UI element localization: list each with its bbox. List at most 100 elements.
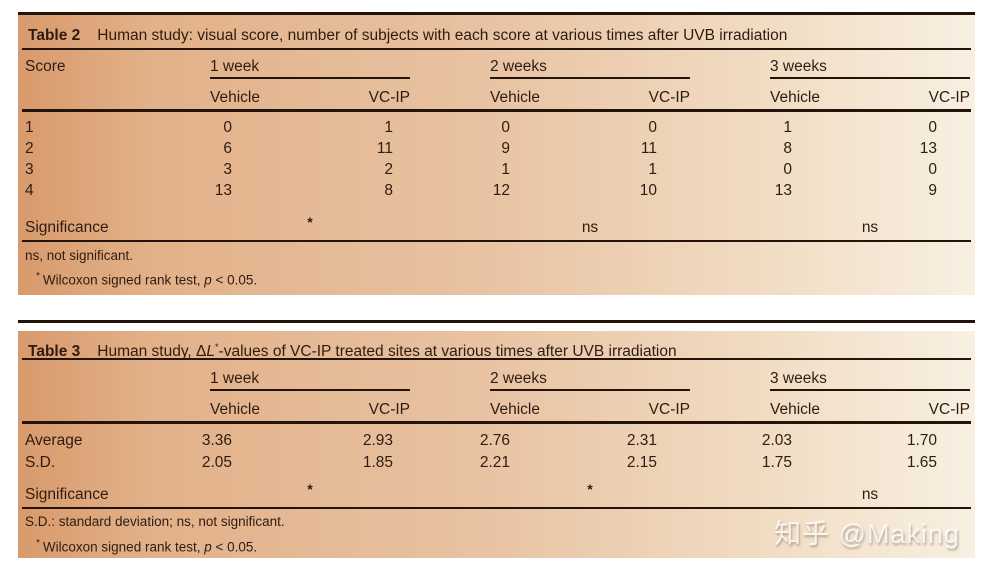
table-caption-sup: * xyxy=(215,342,219,352)
header-rule xyxy=(22,109,971,112)
table-caption: Table 3 Human study, ΔL*-values of VC-IP … xyxy=(28,337,677,362)
significance-label: Significance xyxy=(25,219,109,236)
data-cell: 2.03 xyxy=(761,432,792,449)
significance-label: Significance xyxy=(25,486,109,503)
data-cell: 1.65 xyxy=(906,454,937,471)
data-cell: 1 xyxy=(648,161,657,178)
footnote-text: < 0.05. xyxy=(211,539,258,555)
table-caption: Table 2 Human study: visual score, number… xyxy=(28,26,787,46)
table-top-rule xyxy=(18,320,975,323)
data-cell: 1.75 xyxy=(761,454,792,471)
table-caption-label: Table 3 xyxy=(28,343,81,361)
significance-mark: * xyxy=(307,214,313,230)
watermark: 知乎 @Making xyxy=(774,519,960,549)
subcol-vcip-header: VC-IP xyxy=(368,401,410,418)
data-cell: 8 xyxy=(384,182,393,199)
footnote-2: * Wilcoxon signed rank test, p < 0.05. xyxy=(36,268,257,290)
subcol-vehicle-header: Vehicle xyxy=(770,89,820,106)
significance-mark: ns xyxy=(861,219,879,236)
table-caption-text: Human study, Δ xyxy=(97,343,207,361)
row-label: 1 xyxy=(25,119,34,136)
col-group-underline xyxy=(490,389,690,391)
row-header: Score xyxy=(25,58,66,75)
subcol-vehicle-header: Vehicle xyxy=(490,89,540,106)
significance-mark: ns xyxy=(861,486,879,503)
data-cell: 2.76 xyxy=(479,432,510,449)
col-group-label: 1 week xyxy=(210,58,260,75)
data-cell: 2.21 xyxy=(479,454,510,471)
footnote-text: Wilcoxon signed rank test, xyxy=(42,272,205,288)
table-top-rule xyxy=(18,12,975,15)
footnote-marker: * xyxy=(36,271,40,282)
data-cell: 3.36 xyxy=(201,432,232,449)
row-label: 2 xyxy=(25,140,34,157)
row-label: Average xyxy=(25,432,83,449)
data-cell: 2.93 xyxy=(362,432,393,449)
significance-mark: * xyxy=(307,481,313,497)
row-label: S.D. xyxy=(25,454,56,471)
data-cell: 13 xyxy=(774,182,792,199)
col-group-label: 3 weeks xyxy=(770,370,827,387)
table-block: Table 3 Human study, ΔL*-values of VC-IP … xyxy=(18,331,975,558)
data-cell: 9 xyxy=(501,140,510,157)
data-cell: 6 xyxy=(223,140,232,157)
data-cell: 11 xyxy=(376,140,393,157)
data-cell: 0 xyxy=(783,161,792,178)
subcol-vcip-header: VC-IP xyxy=(928,401,970,418)
subcol-vcip-header: VC-IP xyxy=(648,89,690,106)
data-cell: 1.85 xyxy=(362,454,393,471)
footnote-2: * Wilcoxon signed rank test, p < 0.05. xyxy=(36,535,257,557)
footnote-marker: * xyxy=(36,538,40,549)
subcol-vehicle-header: Vehicle xyxy=(210,89,260,106)
col-group-underline xyxy=(210,77,410,79)
footer-rule xyxy=(22,240,971,242)
data-cell: 0 xyxy=(928,119,937,136)
header-rule xyxy=(22,421,971,424)
col-group-label: 2 weeks xyxy=(490,58,547,75)
col-group-label: 2 weeks xyxy=(490,370,547,387)
data-cell: 8 xyxy=(783,140,792,157)
col-group-label: 1 week xyxy=(210,370,260,387)
row-label: 4 xyxy=(25,182,34,199)
col-group-underline xyxy=(770,389,970,391)
footnote-1: ns, not significant. xyxy=(25,248,134,263)
footnote-text: < 0.05. xyxy=(211,272,258,288)
subcol-vcip-header: VC-IP xyxy=(368,89,410,106)
row-label: 3 xyxy=(25,161,34,178)
footnote-italic: p xyxy=(204,272,212,288)
data-cell: 1 xyxy=(501,161,510,178)
data-cell: 2.05 xyxy=(201,454,232,471)
data-cell: 11 xyxy=(640,140,657,157)
data-cell: 0 xyxy=(928,161,937,178)
data-cell: 13 xyxy=(214,182,232,199)
table-caption-italic: L xyxy=(206,343,216,361)
data-cell: 0 xyxy=(501,119,510,136)
data-cell: 13 xyxy=(919,140,937,157)
data-cell: 10 xyxy=(639,182,657,199)
col-group-label: 3 weeks xyxy=(770,58,827,75)
subcol-vcip-header: VC-IP xyxy=(928,89,970,106)
subcol-vehicle-header: Vehicle xyxy=(210,401,260,418)
subcol-vcip-header: VC-IP xyxy=(648,401,690,418)
footnote-1: S.D.: standard deviation; ns, not signif… xyxy=(25,514,285,529)
col-group-underline xyxy=(490,77,690,79)
caption-rule xyxy=(22,48,971,50)
data-cell: 3 xyxy=(223,161,232,178)
data-cell: 1.70 xyxy=(906,432,937,449)
table-caption-label: Table 2 xyxy=(28,27,81,44)
col-group-underline xyxy=(770,77,970,79)
data-cell: 2 xyxy=(384,161,393,178)
table-caption-text: Human study: visual score, number of sub… xyxy=(97,27,788,44)
data-cell: 12 xyxy=(492,182,510,199)
col-group-underline xyxy=(210,389,410,391)
data-cell: 1 xyxy=(384,119,393,136)
data-cell: 0 xyxy=(648,119,657,136)
subcol-vehicle-header: Vehicle xyxy=(490,401,540,418)
footnote-text: Wilcoxon signed rank test, xyxy=(42,539,205,555)
data-cell: 9 xyxy=(928,182,937,199)
data-cell: 0 xyxy=(223,119,232,136)
data-cell: 2.31 xyxy=(626,432,657,449)
footnote-italic: p xyxy=(204,539,212,555)
data-cell: 2.15 xyxy=(626,454,657,471)
